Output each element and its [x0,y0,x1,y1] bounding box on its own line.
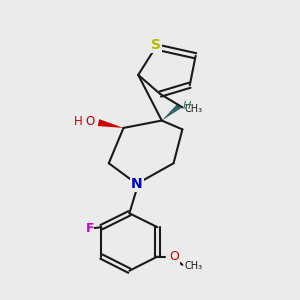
Polygon shape [162,103,181,121]
Text: H: H [74,115,82,128]
Text: O: O [169,250,179,263]
Text: CH₃: CH₃ [185,104,203,114]
Text: O: O [86,115,95,128]
Text: S: S [151,38,161,52]
Text: CH₃: CH₃ [185,261,203,271]
Polygon shape [98,119,124,128]
Text: F: F [86,222,94,235]
Text: H: H [183,101,191,111]
Text: N: N [131,177,142,191]
